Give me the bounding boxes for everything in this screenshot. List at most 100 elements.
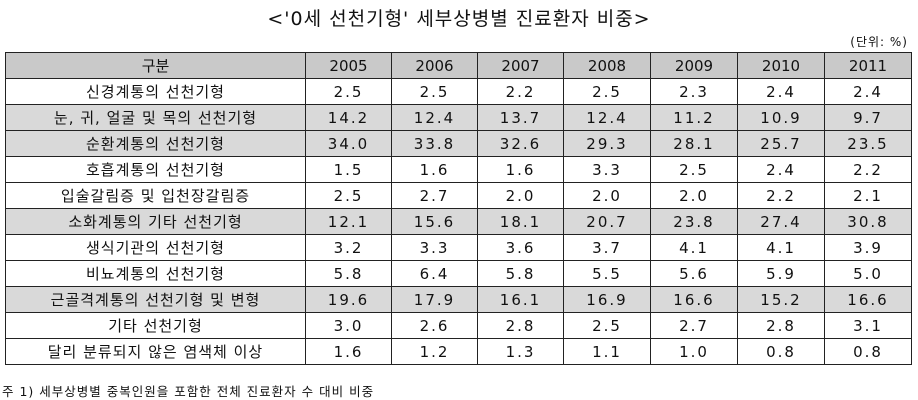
header-year: 2011 — [824, 52, 912, 79]
table-cell: 5.9 — [737, 260, 825, 287]
table-cell: 19.6 — [305, 286, 392, 313]
table-cell: 3.3 — [563, 156, 651, 183]
row-label: 달리 분류되지 않은 염색체 이상 — [5, 338, 306, 365]
table-cell: 28.1 — [650, 130, 738, 157]
table-cell: 2.4 — [737, 78, 825, 105]
table-cell: 1.2 — [391, 338, 478, 365]
table-row: 소화계통의 기타 선천기형 12.1 15.6 18.1 20.7 23.8 27.4 30.… — [5, 208, 912, 235]
table-row: 입술갈림증 및 입천장갈림증 2.5 2.7 2.0 2.0 2.0 2.2 2.1 — [5, 182, 912, 209]
table-cell: 13.7 — [477, 104, 564, 131]
table-cell: 14.2 — [305, 104, 392, 131]
header-year: 2010 — [737, 52, 825, 79]
table-row: 호흡계통의 선천기형 1.5 1.6 1.6 3.3 2.5 2.4 2.2 — [5, 156, 912, 183]
table-cell: 5.8 — [477, 260, 564, 287]
table-cell: 12.4 — [391, 104, 478, 131]
header-row: 구분 2005 2006 2007 2008 2009 2010 2011 — [5, 52, 912, 79]
table-cell: 2.5 — [305, 78, 392, 105]
table-cell: 16.6 — [824, 286, 912, 313]
table-cell: 2.8 — [477, 312, 564, 339]
table-cell: 2.0 — [477, 182, 564, 209]
table-row: 생식기관의 선천기형 3.2 3.3 3.6 3.7 4.1 4.1 3.9 — [5, 234, 912, 261]
page-title: <'0세 선천기형' 세부상병별 진료환자 비중> — [267, 8, 651, 30]
table-cell: 3.6 — [477, 234, 564, 261]
row-label: 신경계통의 선천기형 — [5, 78, 306, 105]
row-label: 근골격계통의 선천기형 및 변형 — [5, 286, 306, 313]
table-cell: 1.6 — [477, 156, 564, 183]
table-cell: 10.9 — [737, 104, 825, 131]
table-cell: 2.7 — [391, 182, 478, 209]
header-year: 2007 — [477, 52, 564, 79]
table-row: 비뇨계통의 선천기형 5.8 6.4 5.8 5.5 5.6 5.9 5.0 — [5, 260, 912, 287]
table-cell: 5.6 — [650, 260, 738, 287]
table-cell: 17.9 — [391, 286, 478, 313]
table-cell: 29.3 — [563, 130, 651, 157]
table-cell: 1.1 — [563, 338, 651, 365]
table-cell: 2.5 — [305, 182, 392, 209]
data-table: 구분 2005 2006 2007 2008 2009 2010 2011 신경… — [5, 52, 912, 365]
table-row: 근골격계통의 선천기형 및 변형 19.6 17.9 16.1 16.9 16.6 15.2… — [5, 286, 912, 313]
table-cell: 2.5 — [563, 78, 651, 105]
table-cell: 2.6 — [391, 312, 478, 339]
table-cell: 4.1 — [650, 234, 738, 261]
row-label: 입술갈림증 및 입천장갈림증 — [5, 182, 306, 209]
table-cell: 3.0 — [305, 312, 392, 339]
table-cell: 3.7 — [563, 234, 651, 261]
table-cell: 9.7 — [824, 104, 912, 131]
table-body: 신경계통의 선천기형 2.5 2.5 2.2 2.5 2.3 2.4 2.4 눈, 귀, 얼굴 … — [5, 78, 912, 365]
table-cell: 34.0 — [305, 130, 392, 157]
table-cell: 2.7 — [650, 312, 738, 339]
header-year: 2008 — [563, 52, 651, 79]
table-row: 달리 분류되지 않은 염색체 이상 1.6 1.2 1.3 1.1 1.0 0.8 0.8 — [5, 338, 912, 365]
table-cell: 15.6 — [391, 208, 478, 235]
table-cell: 5.5 — [563, 260, 651, 287]
table-cell: 20.7 — [563, 208, 651, 235]
table-cell: 2.5 — [563, 312, 651, 339]
table-cell: 3.3 — [391, 234, 478, 261]
table-cell: 2.4 — [824, 78, 912, 105]
table-cell: 0.8 — [824, 338, 912, 365]
table-cell: 33.8 — [391, 130, 478, 157]
table-cell: 2.0 — [650, 182, 738, 209]
table-cell: 30.8 — [824, 208, 912, 235]
table-cell: 16.9 — [563, 286, 651, 313]
table-cell: 1.5 — [305, 156, 392, 183]
table-cell: 23.8 — [650, 208, 738, 235]
footnote: 주 1) 세부상병별 중복인원을 포함한 전체 진료환자 수 대비 비중 — [2, 384, 375, 399]
row-label: 생식기관의 선천기형 — [5, 234, 306, 261]
table-cell: 6.4 — [391, 260, 478, 287]
unit-label: (단위: %) — [850, 35, 908, 49]
table-cell: 2.5 — [391, 78, 478, 105]
table-cell: 3.1 — [824, 312, 912, 339]
table-cell: 3.9 — [824, 234, 912, 261]
table-cell: 32.6 — [477, 130, 564, 157]
row-label: 눈, 귀, 얼굴 및 목의 선천기형 — [5, 104, 306, 131]
table-cell: 25.7 — [737, 130, 825, 157]
table-cell: 5.8 — [305, 260, 392, 287]
table-cell: 2.3 — [650, 78, 738, 105]
table-cell: 15.2 — [737, 286, 825, 313]
table-cell: 1.0 — [650, 338, 738, 365]
header-year: 2006 — [391, 52, 478, 79]
table-cell: 27.4 — [737, 208, 825, 235]
table-cell: 2.2 — [737, 182, 825, 209]
table-cell: 23.5 — [824, 130, 912, 157]
row-label: 소화계통의 기타 선천기형 — [5, 208, 306, 235]
table-cell: 11.2 — [650, 104, 738, 131]
table-row: 눈, 귀, 얼굴 및 목의 선천기형 14.2 12.4 13.7 12.4 11.2 10… — [5, 104, 912, 131]
table-cell: 2.1 — [824, 182, 912, 209]
table-cell: 3.2 — [305, 234, 392, 261]
table-cell: 12.1 — [305, 208, 392, 235]
table-cell: 2.2 — [477, 78, 564, 105]
table-cell: 12.4 — [563, 104, 651, 131]
table-cell: 1.3 — [477, 338, 564, 365]
table-cell: 16.6 — [650, 286, 738, 313]
header-year: 2009 — [650, 52, 738, 79]
table-cell: 1.6 — [391, 156, 478, 183]
table-cell: 4.1 — [737, 234, 825, 261]
table-cell: 2.2 — [824, 156, 912, 183]
table-cell: 2.5 — [650, 156, 738, 183]
table-cell: 5.0 — [824, 260, 912, 287]
table-cell: 2.8 — [737, 312, 825, 339]
table-cell: 2.4 — [737, 156, 825, 183]
row-label: 호흡계통의 선천기형 — [5, 156, 306, 183]
